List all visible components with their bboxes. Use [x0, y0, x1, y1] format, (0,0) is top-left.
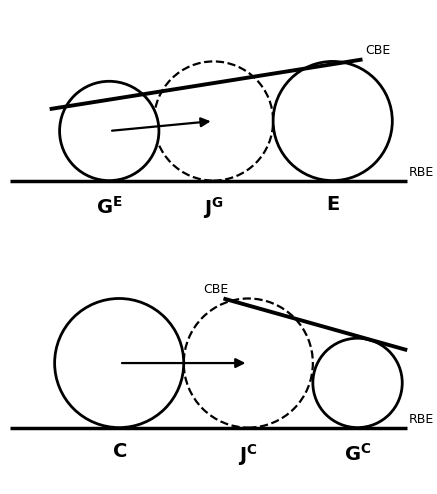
- Circle shape: [59, 82, 159, 181]
- Text: $\mathbf{G}^{\mathbf{E}}$: $\mathbf{G}^{\mathbf{E}}$: [96, 196, 122, 217]
- Text: $\mathbf{E}$: $\mathbf{E}$: [326, 196, 340, 213]
- Circle shape: [55, 298, 184, 428]
- Text: CBE: CBE: [204, 283, 229, 295]
- Text: RBE: RBE: [409, 412, 434, 426]
- Text: $\mathbf{G}^{\mathbf{C}}$: $\mathbf{G}^{\mathbf{C}}$: [344, 443, 371, 464]
- Text: RBE: RBE: [409, 165, 434, 179]
- Text: CBE: CBE: [365, 44, 391, 57]
- Text: $\mathbf{J}^{\mathbf{G}}$: $\mathbf{J}^{\mathbf{G}}$: [203, 196, 224, 221]
- Circle shape: [313, 338, 402, 428]
- Circle shape: [273, 61, 392, 181]
- Text: $\mathbf{J}^{\mathbf{C}}$: $\mathbf{J}^{\mathbf{C}}$: [239, 443, 258, 468]
- Text: $\mathbf{C}$: $\mathbf{C}$: [111, 443, 127, 460]
